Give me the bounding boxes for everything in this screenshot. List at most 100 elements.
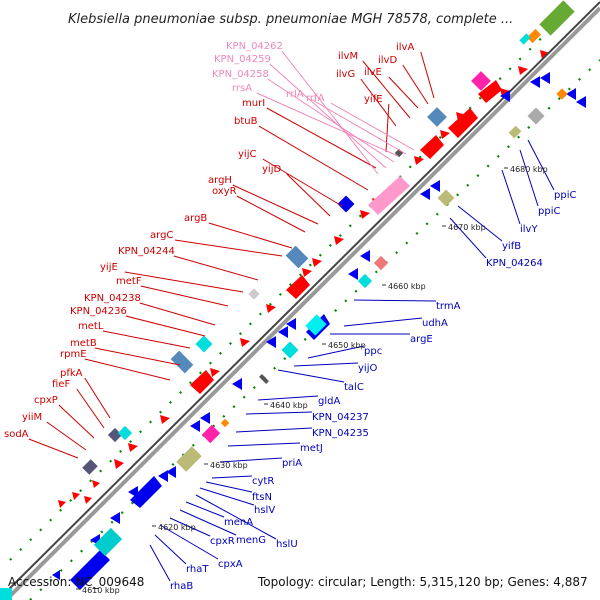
reverse-gene-label: ppc (364, 346, 382, 357)
reverse-gene-leader (219, 457, 283, 463)
tick-label: 4660 kbp (388, 282, 426, 291)
tick-label: 4610 kbp (82, 586, 120, 595)
forward-gene-leader (360, 78, 397, 127)
reverse-gene-leader (457, 205, 503, 242)
reverse-gene-leader (343, 317, 423, 327)
reverse-gene-leader (501, 169, 521, 225)
reverse-labels: rhaB rhaT cpxA cpxR menG menA hslU hslV ftsN cytR… (149, 139, 576, 592)
reverse-gene-label: cpxR (210, 536, 235, 547)
reverse-gene-leader (353, 299, 437, 302)
forward-gene-leader (388, 76, 419, 109)
rrna-gene-label: KPN_04258 (212, 69, 269, 80)
forward-gene-label: yiiM (22, 412, 42, 423)
reverse-gene-label: hslV (254, 505, 275, 516)
rrna-gene-leader (330, 102, 415, 151)
forward-gene-label: yijE (100, 262, 118, 273)
forward-gene-leader (402, 64, 429, 105)
forward-gene-label: KPN_04238 (84, 293, 141, 304)
forward-gene-label: argH (208, 175, 232, 186)
reverse-gene-label: ppiC (538, 206, 560, 217)
forward-gene-label: KPN_04244 (118, 246, 175, 257)
forward-gene-label: argB (184, 213, 207, 224)
reverse-gene-leader (199, 487, 255, 506)
forward-gene-leader (232, 184, 319, 225)
reverse-gene-label: KPN_04237 (312, 412, 369, 423)
forward-gene-label: fieF (52, 379, 70, 390)
reverse-gene-leader (211, 475, 253, 479)
reverse-gene-label: KPN_04264 (486, 258, 543, 269)
reverse-gene-label: ilvY (520, 224, 538, 235)
forward-gene-leader (124, 271, 244, 293)
forward-gene-label: yijC (238, 149, 256, 160)
tick-label: 4670 kbp (448, 223, 486, 232)
forward-gene-leader (173, 255, 259, 281)
reverse-gene-leader (277, 369, 345, 383)
summary-text: Topology: circular; Length: 5,315,120 bp… (257, 575, 588, 589)
reverse-gene-label: cpxA (218, 559, 243, 570)
tick-label: 4620 kbp (158, 523, 196, 532)
reverse-gene-leader (185, 501, 225, 518)
forward-gene-label: btuB (234, 116, 258, 127)
forward-gene-label: metB (70, 338, 97, 349)
forward-gene-leader (362, 60, 411, 119)
forward-gene-leader (125, 315, 206, 337)
forward-gene-leader (140, 285, 229, 307)
forward-gene-label: ilvM (338, 51, 358, 62)
rrna-labels: KPN_04262 KPN_04259 KPN_04258 rrsA rrlA rrfA (212, 41, 415, 175)
reverse-gene-label: trmA (436, 301, 461, 312)
reverse-gene-leader (154, 534, 187, 565)
reverse-gene-label: yijO (358, 363, 377, 374)
forward-gene-label: metL (78, 321, 104, 332)
reverse-gene-label: rhaT (186, 564, 209, 575)
forward-gene-label: murI (242, 98, 265, 109)
forward-gene-label: ilvA (396, 42, 414, 53)
forward-gene-leader (28, 438, 79, 459)
rrna-gene-leader (256, 92, 399, 157)
reverse-gene-label: argE (410, 334, 433, 345)
rrna-gene-label: KPN_04262 (226, 41, 283, 52)
reverse-gene-leader (257, 395, 319, 401)
reverse-gene-leader (527, 139, 555, 191)
forward-gene-leader (139, 302, 216, 326)
reverse-gene-label: hslU (276, 539, 298, 550)
forward-gene-label: oxyR (212, 186, 237, 197)
tick-label: 4650 kbp (328, 341, 366, 350)
forward-gene-label: yifE (364, 94, 383, 105)
forward-gene-leader (258, 125, 369, 191)
forward-gene-leader (94, 347, 181, 366)
reverse-gene-label: yifB (502, 241, 521, 252)
forward-strand-track (58, 0, 575, 508)
reverse-gene-label: menA (224, 517, 253, 528)
forward-gene-label: KPN_04236 (70, 306, 127, 317)
reverse-gene-label: ftsN (252, 492, 272, 503)
forward-gene-label: argC (150, 230, 173, 241)
forward-gene-leader (46, 421, 87, 451)
forward-gene-leader (208, 222, 293, 249)
reverse-gene-label: priA (282, 458, 302, 469)
reverse-gene-label: metJ (300, 443, 323, 454)
forward-gene-label: cpxP (34, 395, 58, 406)
reverse-gene-leader (235, 427, 313, 433)
forward-gene-leader (84, 377, 111, 419)
forward-gene-leader (420, 51, 435, 99)
reverse-gene-leader (293, 362, 359, 367)
accession-text: Accession: NC_009648 (8, 575, 144, 589)
forward-gene-leader (76, 388, 105, 429)
forward-gene-label: ilvG (336, 69, 355, 80)
forward-gene-leader (236, 195, 306, 233)
rrna-gene-label: rrsA (232, 83, 252, 94)
rrna-gene-leader (267, 78, 395, 163)
gc-ring-outer (9, 9, 571, 561)
reverse-gene-label: gldA (318, 396, 340, 407)
reverse-gene-label: cytR (252, 476, 274, 487)
forward-gene-label: yijD (262, 164, 281, 175)
reverse-gene-leader (149, 544, 171, 582)
reverse-gene-leader (169, 517, 211, 537)
reverse-gene-leader (159, 524, 219, 560)
reverse-gene-label: ppiC (554, 190, 576, 201)
forward-gene-label: metF (116, 276, 142, 287)
forward-gene-leader (174, 239, 283, 257)
forward-gene-label: ilvD (378, 55, 397, 66)
